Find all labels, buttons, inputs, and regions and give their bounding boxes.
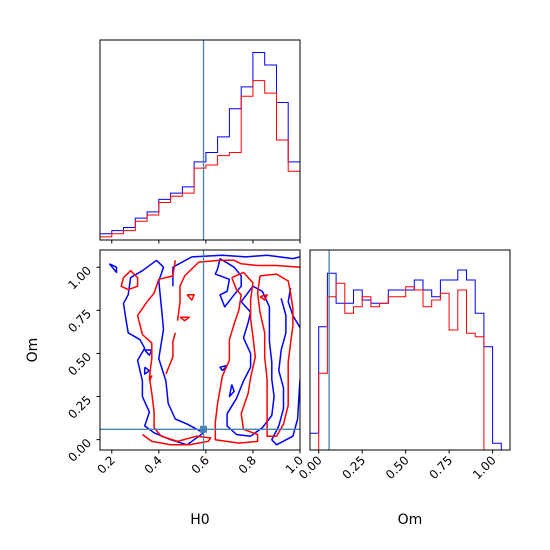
- contour-line-blue: [228, 384, 235, 398]
- contour-line-red: [165, 332, 177, 375]
- h0-histogram-series-red: [100, 80, 300, 240]
- om-axis-label: Om: [25, 338, 41, 363]
- contour-line-blue: [144, 349, 153, 356]
- h0-histogram-frame: [99, 39, 301, 241]
- contour-line-blue: [214, 257, 242, 308]
- om-histogram-frame: [309, 249, 511, 451]
- contour-line-blue: [271, 298, 300, 446]
- contour-line-red: [186, 294, 195, 301]
- contour-line-red: [259, 294, 268, 301]
- om-histogram-tick-label: 1.00: [470, 453, 499, 482]
- om-histogram-series-red: [310, 282, 502, 450]
- contour-line-blue: [122, 259, 205, 446]
- contour-line-blue: [108, 263, 118, 274]
- contour-line-blue: [172, 254, 300, 287]
- contour-line-red: [179, 316, 191, 322]
- om-tick-label: 0.75: [65, 307, 94, 336]
- contour-line-blue: [287, 287, 300, 328]
- om-tick-label: 1.00: [65, 263, 94, 292]
- h0-axis-label: H0: [190, 512, 209, 528]
- contour-line-red: [148, 375, 153, 382]
- contour-line-blue: [219, 364, 228, 372]
- contour-truth-marker: [200, 425, 208, 433]
- om-histogram-tick-label: 0.75: [426, 453, 455, 482]
- contour-line-red: [256, 273, 294, 437]
- om-tick-label: 0.00: [65, 436, 94, 465]
- contour-panel: 0.2 0.4 0.6 0.8 1.0 0.000.250.500.751.00 H0 …: [25, 249, 306, 528]
- om-histogram-tick-label: 0.25: [340, 453, 369, 482]
- h0-tick-label: 0.8: [236, 453, 259, 476]
- h0-tick-label: 0.2: [94, 453, 117, 476]
- om-tick-label: 0.25: [65, 393, 94, 422]
- contour-line-red: [136, 260, 212, 446]
- h0-histogram-series-blue: [100, 52, 300, 240]
- h0-tick-label: 0.4: [142, 453, 165, 476]
- contour-line-red: [176, 259, 300, 321]
- om-histogram-panel: 0.00 0.25 0.50 0.75 1.00 Om: [296, 249, 511, 528]
- contour-line-red: [120, 269, 139, 291]
- contour-line-blue: [226, 285, 275, 437]
- om-tick-label: 0.50: [65, 350, 94, 379]
- h0-histogram-panel: [99, 39, 301, 244]
- contour-frame: [99, 249, 301, 451]
- h0-tick-label: 0.6: [189, 453, 212, 476]
- om-histogram-tick-label: 0.50: [383, 453, 412, 482]
- om-histogram-axis-label: Om: [398, 512, 423, 528]
- contour-line-blue: [143, 366, 151, 375]
- contour-line-red: [214, 271, 259, 444]
